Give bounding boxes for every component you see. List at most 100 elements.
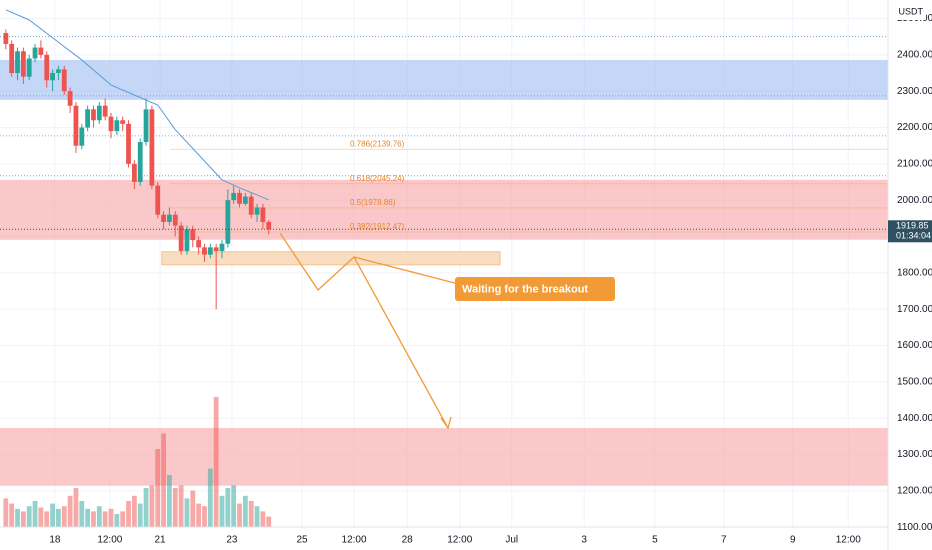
volume-bar (91, 511, 96, 527)
volume-bar (79, 501, 85, 527)
volume-bar (73, 488, 79, 527)
candle-body (9, 43, 15, 74)
candle-body (44, 54, 50, 81)
fib-label: 0.5(1978.86) (350, 198, 396, 207)
y-tick-label: 1200.00 (897, 485, 932, 496)
x-tick-label: 28 (402, 535, 414, 546)
x-tick-label: 18 (49, 535, 61, 546)
volume-bar (50, 503, 55, 527)
main-layer (0, 9, 888, 527)
candle-body (155, 185, 161, 215)
x-tick-label: Jul (505, 535, 518, 546)
volume-bar (161, 433, 166, 527)
volume-bar (108, 508, 114, 527)
volume-bar (207, 468, 213, 527)
volume-bar (219, 495, 225, 527)
volume-bar (20, 511, 26, 527)
candle-body (32, 47, 38, 59)
volume-bar (266, 516, 272, 527)
zone (0, 427, 888, 486)
candle-body (3, 33, 9, 44)
back-layer: 0.786(2139.76) 0.618(2045.24) 0.5(1978.86)… (0, 0, 888, 528)
volume-bar (237, 503, 242, 527)
x-tick-label: 12:00 (342, 535, 367, 546)
moving-average (5, 9, 269, 201)
candle-body (15, 51, 20, 74)
candle-body (190, 229, 196, 241)
volume-bar (242, 495, 248, 527)
y-tick-label: 2000.00 (897, 195, 932, 206)
y-tick-label: 1500.00 (897, 376, 932, 387)
volume-bar (167, 475, 172, 527)
candle-body (102, 105, 108, 117)
x-tick-label: 12:00 (447, 535, 472, 546)
volume-bar (61, 506, 67, 527)
y-tick-label: 2400.00 (897, 49, 932, 60)
x-tick-label: 12:00 (836, 535, 861, 546)
volume-bar (56, 508, 61, 527)
volume-bar (143, 488, 149, 527)
candle-body (73, 105, 79, 146)
zone (0, 59, 888, 100)
x-tick-label: 5 (652, 535, 658, 546)
annotation-box (455, 277, 615, 301)
candle-body (219, 243, 225, 252)
annotation-pointer (353, 256, 471, 288)
x-tick-label: 21 (155, 535, 167, 546)
candle-body (167, 214, 172, 222)
candle-body (161, 214, 166, 222)
currency-box (896, 4, 926, 20)
volume-bar (248, 501, 254, 527)
candle-body (108, 116, 114, 132)
candle-body (242, 196, 248, 204)
volume-bar (67, 495, 73, 527)
last-price-box (888, 220, 932, 243)
candle-body (96, 105, 102, 121)
candle-body (202, 247, 207, 255)
volume-bar (3, 498, 9, 527)
volume-bar (120, 511, 126, 527)
candle-body (91, 109, 96, 121)
projection-arrow (279, 232, 449, 429)
y-tick-label: 2100.00 (897, 158, 932, 169)
y-tick-label: 2300.00 (897, 86, 932, 97)
candle-body (131, 163, 137, 183)
candle-body (196, 240, 202, 248)
last-price-label: 1919.85 (896, 221, 929, 231)
y-tick-label: 1600.00 (897, 340, 932, 351)
annotation-text: Waiting for the breakout (462, 283, 588, 295)
x-tick-label: 9 (790, 535, 796, 546)
volume-bar (231, 485, 237, 527)
arrow-head (440, 416, 452, 430)
volume-bar (254, 506, 260, 527)
volume-bar (114, 514, 120, 527)
candle-body (149, 109, 155, 186)
candle-body (50, 73, 55, 81)
volume-bar (178, 485, 184, 527)
candle-body (260, 207, 266, 222)
x-tick-label: 23 (226, 535, 238, 546)
candle-body (231, 192, 237, 201)
candle-body (207, 247, 213, 255)
candle-body (237, 192, 242, 204)
y-tick-label: 1400.00 (897, 413, 932, 424)
price-axis-panel (888, 0, 932, 550)
candle-body (248, 196, 254, 215)
volume-bar (190, 490, 196, 527)
volume-bar (38, 507, 44, 527)
volume-bar (202, 506, 207, 527)
volume-bar (102, 511, 108, 527)
countdown: 01:34:04 (896, 231, 931, 241)
candle-body (254, 207, 260, 215)
candle-body (172, 214, 178, 226)
candle-body (143, 109, 149, 143)
y-tick-label: 2200.00 (897, 122, 932, 133)
x-tick-label: 25 (296, 535, 308, 546)
axis-layer: 2500.002400.002300.002200.002100.002000.… (49, 13, 932, 546)
volume-bar (155, 449, 161, 527)
candle-body (184, 229, 190, 252)
volume-bar (213, 397, 219, 527)
zone (0, 179, 888, 240)
volume-bar (32, 501, 38, 527)
